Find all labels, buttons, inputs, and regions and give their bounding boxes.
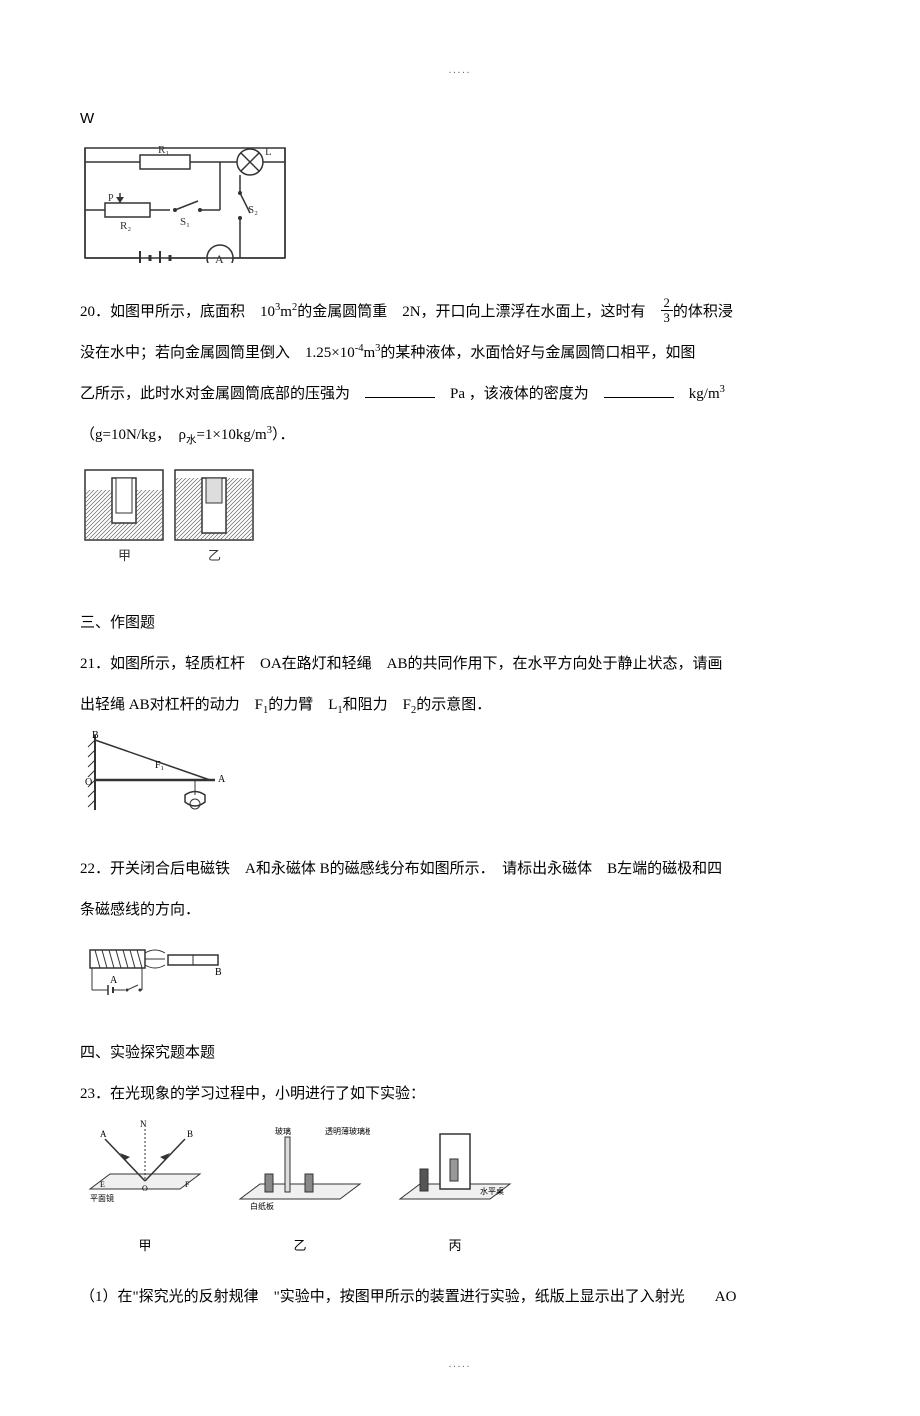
- svg-text:A: A: [218, 774, 226, 785]
- q22-line1: 22．开关闭合后电磁铁 A和永磁体 B的磁感线分布如图所示． 请标出永磁体 B左…: [80, 853, 840, 886]
- q21-line2: 出轻绳 AB对杠杆的动力 F1的力臂 L1和阻力 F2的示意图．: [80, 689, 840, 722]
- q20-text-3: 的体积浸: [673, 304, 733, 320]
- q23-line2: （1）在"探究光的反射规律 "实验中，按图甲所示的装置进行实验，纸版上显示出了入…: [80, 1281, 840, 1314]
- svg-text:S₂: S₂: [248, 204, 258, 216]
- section3-title: 三、作图题: [80, 607, 840, 640]
- figure-magnet: A B: [80, 935, 840, 1013]
- svg-text:O: O: [85, 777, 92, 788]
- q21-line2b: 的力臂 L: [268, 697, 337, 713]
- svg-text:B: B: [215, 967, 222, 978]
- svg-text:平面镜: 平面镜: [90, 1193, 114, 1203]
- q21-line2d: 的示意图．: [416, 697, 491, 713]
- svg-text:R₁: R₁: [158, 144, 169, 156]
- q20-line2: 没在水中；若向金属圆筒里倒入 1.25×10-4m3的某种液体，水面恰好与金属圆…: [80, 337, 840, 370]
- svg-text:S₁: S₁: [180, 216, 190, 228]
- svg-text:E: E: [100, 1180, 105, 1189]
- header-dots: .....: [80, 60, 840, 82]
- q20-frac-num: 2: [661, 296, 673, 311]
- svg-text:玻璃: 玻璃: [275, 1126, 291, 1136]
- svg-text:A: A: [110, 975, 118, 986]
- q20-frac-den: 3: [661, 311, 673, 325]
- q20-unit1: m: [280, 304, 292, 320]
- svg-text:甲: 甲: [118, 548, 131, 563]
- q23-caption2: 乙: [230, 1232, 370, 1261]
- svg-text:B: B: [187, 1129, 193, 1139]
- q20-sub-water: 水: [186, 435, 197, 446]
- figure-lever: B O A F₁: [80, 730, 840, 833]
- q23-caption1: 甲: [80, 1232, 210, 1261]
- figure-cylinders: 甲 乙: [80, 460, 840, 583]
- q20-line2b: 的某种液体，水面恰好与金属圆筒口相平，如图: [380, 345, 695, 361]
- q20-line2a: 没在水中；若向金属圆筒里倒入 1.25×10: [80, 345, 355, 361]
- q20-exp5: 3: [720, 384, 725, 395]
- svg-text:O: O: [142, 1184, 148, 1193]
- q23-line1: 23．在光现象的学习过程中，小明进行了如下实验：: [80, 1078, 840, 1111]
- svg-text:R₂: R₂: [120, 220, 131, 232]
- q20-line3c: kg/m: [674, 386, 720, 402]
- q21-line2a: 出轻绳 AB对杠杆的动力 F: [80, 697, 263, 713]
- w-label: W: [80, 102, 840, 135]
- q21-line2c: 和阻力 F: [343, 697, 411, 713]
- q20-line4: （g=10N/kg， ρ水=1×10kg/m3）．: [80, 419, 840, 452]
- svg-text:F: F: [185, 1180, 190, 1189]
- svg-text:N: N: [140, 1119, 147, 1129]
- svg-text:L: L: [265, 146, 272, 158]
- q20-line1: 20．如图甲所示，底面积 10 3 m 2的金属圆筒重 2N，开口向上漂浮在水面上，这…: [80, 296, 840, 329]
- svg-text:透明薄玻璃板: 透明薄玻璃板: [325, 1126, 370, 1136]
- q20-blank2: [604, 383, 674, 398]
- svg-text:乙: 乙: [208, 548, 221, 563]
- footer-dots: .....: [80, 1354, 840, 1376]
- q20-text-1: 20．如图甲所示，底面积 10: [80, 304, 275, 320]
- svg-text:A: A: [100, 1129, 107, 1139]
- section4-title: 四、实验探究题本题: [80, 1037, 840, 1070]
- q21-line1: 21．如图所示，轻质杠杆 OA在路灯和轻绳 AB的共同作用下，在水平方向处于静止…: [80, 648, 840, 681]
- q20-line3b: Pa ，该液体的密度为: [435, 386, 604, 402]
- q23-caption3: 丙: [390, 1232, 520, 1261]
- svg-text:B: B: [92, 730, 99, 741]
- q20-line3: 乙所示，此时水对金属圆筒底部的压强为 Pa ，该液体的密度为 kg/m3: [80, 378, 840, 411]
- q20-fraction: 23: [661, 296, 673, 325]
- q20-line3a: 乙所示，此时水对金属圆筒底部的压强为: [80, 386, 365, 402]
- q20-text-2: 的金属圆筒重 2N，开口向上漂浮在水面上，这时有: [297, 304, 660, 320]
- svg-text:P: P: [108, 193, 114, 204]
- q20-blank1: [365, 383, 435, 398]
- q20-line4b: =1×10kg/m: [196, 427, 266, 443]
- figure-circuit: R₁ L P R₂ S₁ S₂: [80, 143, 840, 276]
- q22-line2: 条磁感线的方向．: [80, 894, 840, 927]
- svg-text:F₁: F₁: [155, 760, 164, 771]
- svg-text:水平桌: 水平桌: [480, 1186, 504, 1196]
- svg-text:白纸板: 白纸板: [250, 1201, 274, 1211]
- q20-unit3: m: [363, 345, 375, 361]
- svg-text:A: A: [215, 252, 224, 263]
- q20-line4a: （g=10N/kg， ρ: [80, 427, 186, 443]
- q20-line4c: ）．: [272, 427, 295, 443]
- figure-optics: N A B O E F 平面镜 甲 玻璃 透明薄玻璃板 白纸板 乙: [80, 1119, 840, 1261]
